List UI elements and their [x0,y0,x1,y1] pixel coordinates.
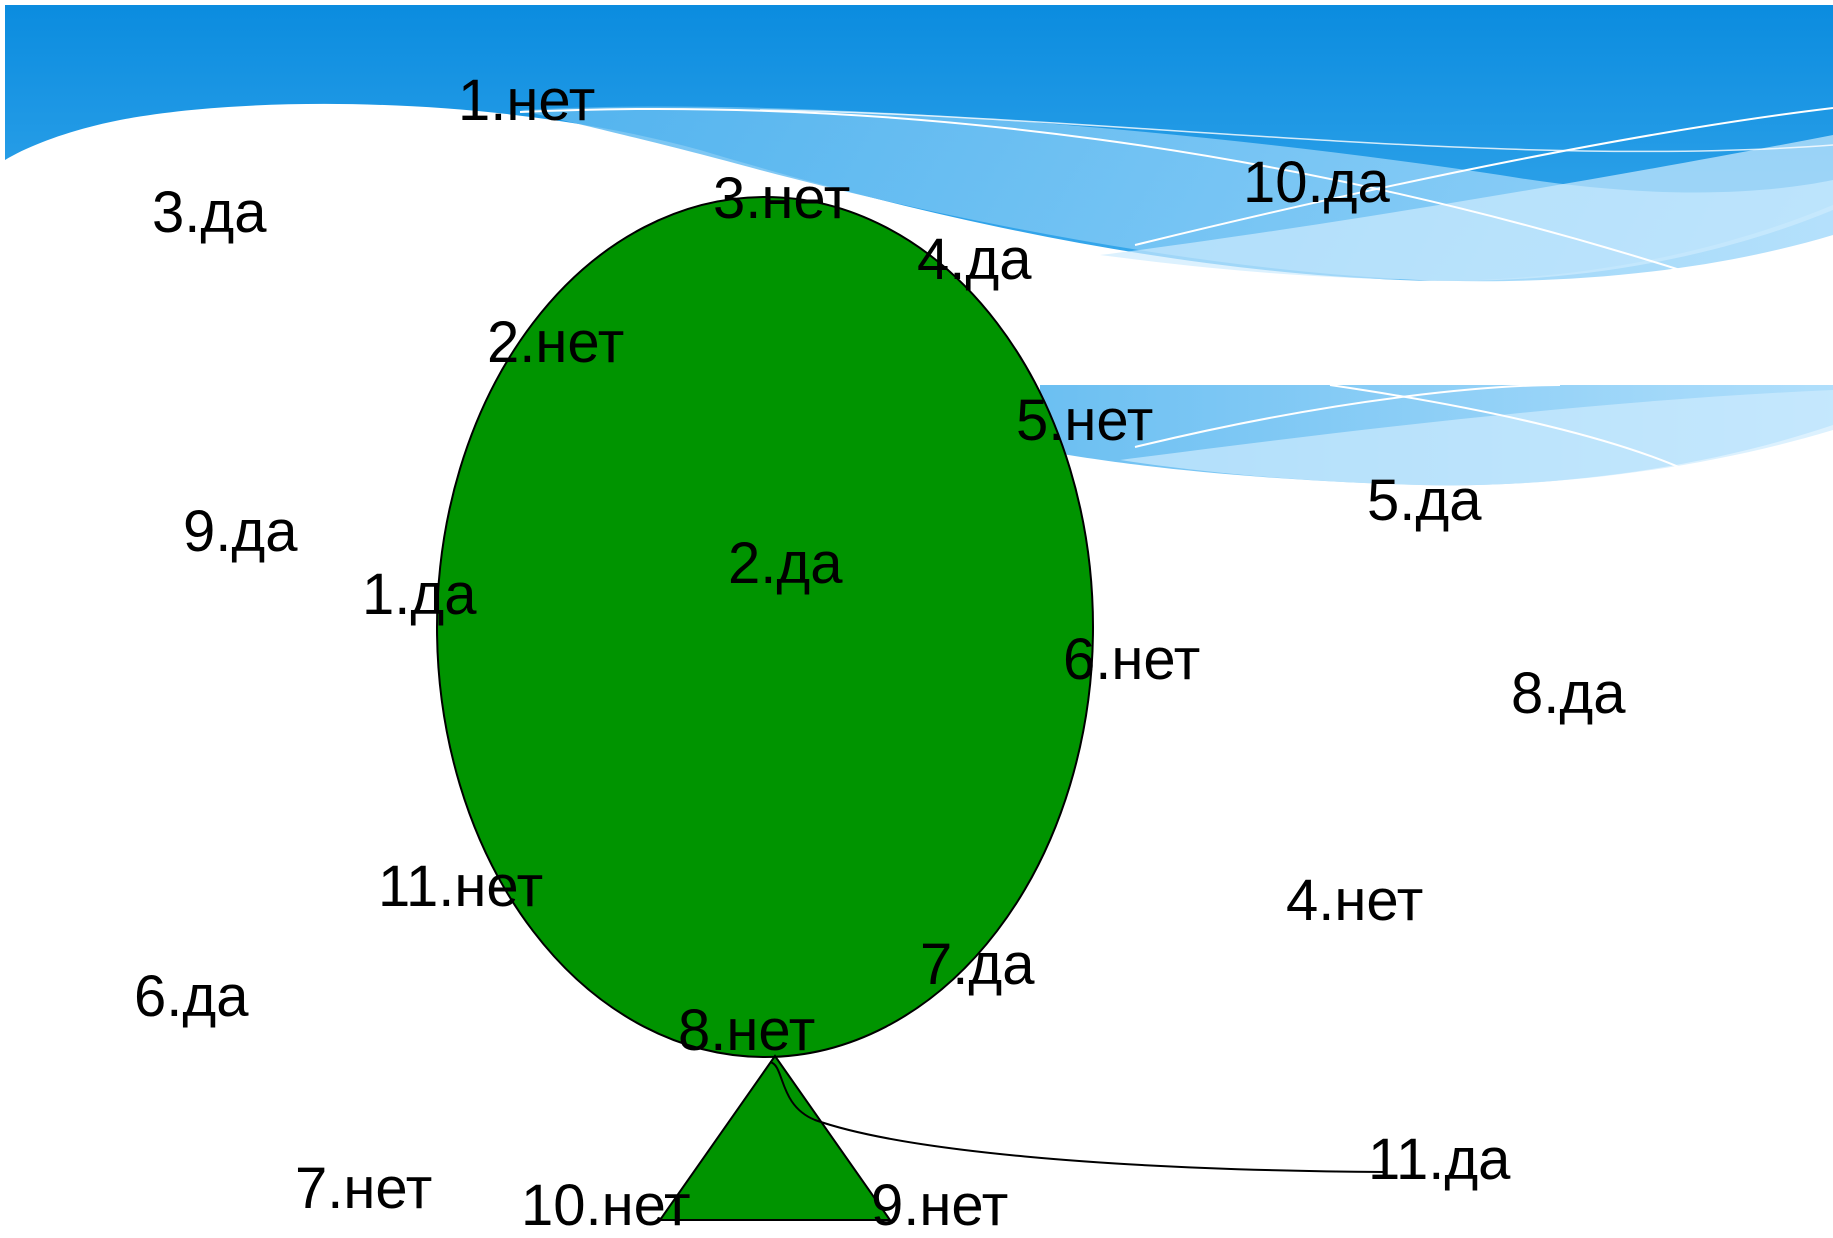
answer-7-no[interactable]: 7.нет [295,1156,433,1221]
answer-6-no[interactable]: 6.нет [1063,627,1201,692]
answer-2-no[interactable]: 2.нет [487,310,625,375]
answer-3-no[interactable]: 3.нет [713,166,851,231]
top-wave-pale [1100,135,1833,281]
answer-7-yes[interactable]: 7.да [920,932,1035,997]
answer-9-yes[interactable]: 9.да [183,499,298,564]
answer-10-no[interactable]: 10.нет [521,1173,691,1238]
answer-3-yes[interactable]: 3.да [152,180,267,245]
middle-wave-pale [1120,390,1833,486]
answer-5-yes[interactable]: 5.да [1367,468,1482,533]
wave-line [1329,384,1691,473]
answer-1-no[interactable]: 1.нет [458,68,596,133]
answer-9-no[interactable]: 9.нет [871,1173,1009,1238]
answer-10-yes[interactable]: 10.да [1243,150,1390,215]
answer-4-no[interactable]: 4.нет [1286,868,1424,933]
wave-line [759,109,1833,153]
answer-8-no[interactable]: 8.нет [678,998,816,1063]
wave-line [519,107,1681,271]
answer-8-yes[interactable]: 8.да [1511,661,1626,726]
answer-1-yes[interactable]: 1.да [362,562,477,627]
connector-line [769,1061,1386,1173]
answer-6-yes[interactable]: 6.да [134,964,249,1029]
tree-trunk[interactable] [658,1054,892,1221]
answer-11-yes[interactable]: 11.да [1368,1127,1511,1192]
answer-2-yes[interactable]: 2.да [728,531,843,596]
answer-4-yes[interactable]: 4.да [917,227,1032,292]
wave-line [1134,107,1833,246]
answer-11-no[interactable]: 11.нет [378,854,544,919]
answer-5-no[interactable]: 5.нет [1016,388,1154,453]
tree-crown[interactable] [436,196,1094,1058]
